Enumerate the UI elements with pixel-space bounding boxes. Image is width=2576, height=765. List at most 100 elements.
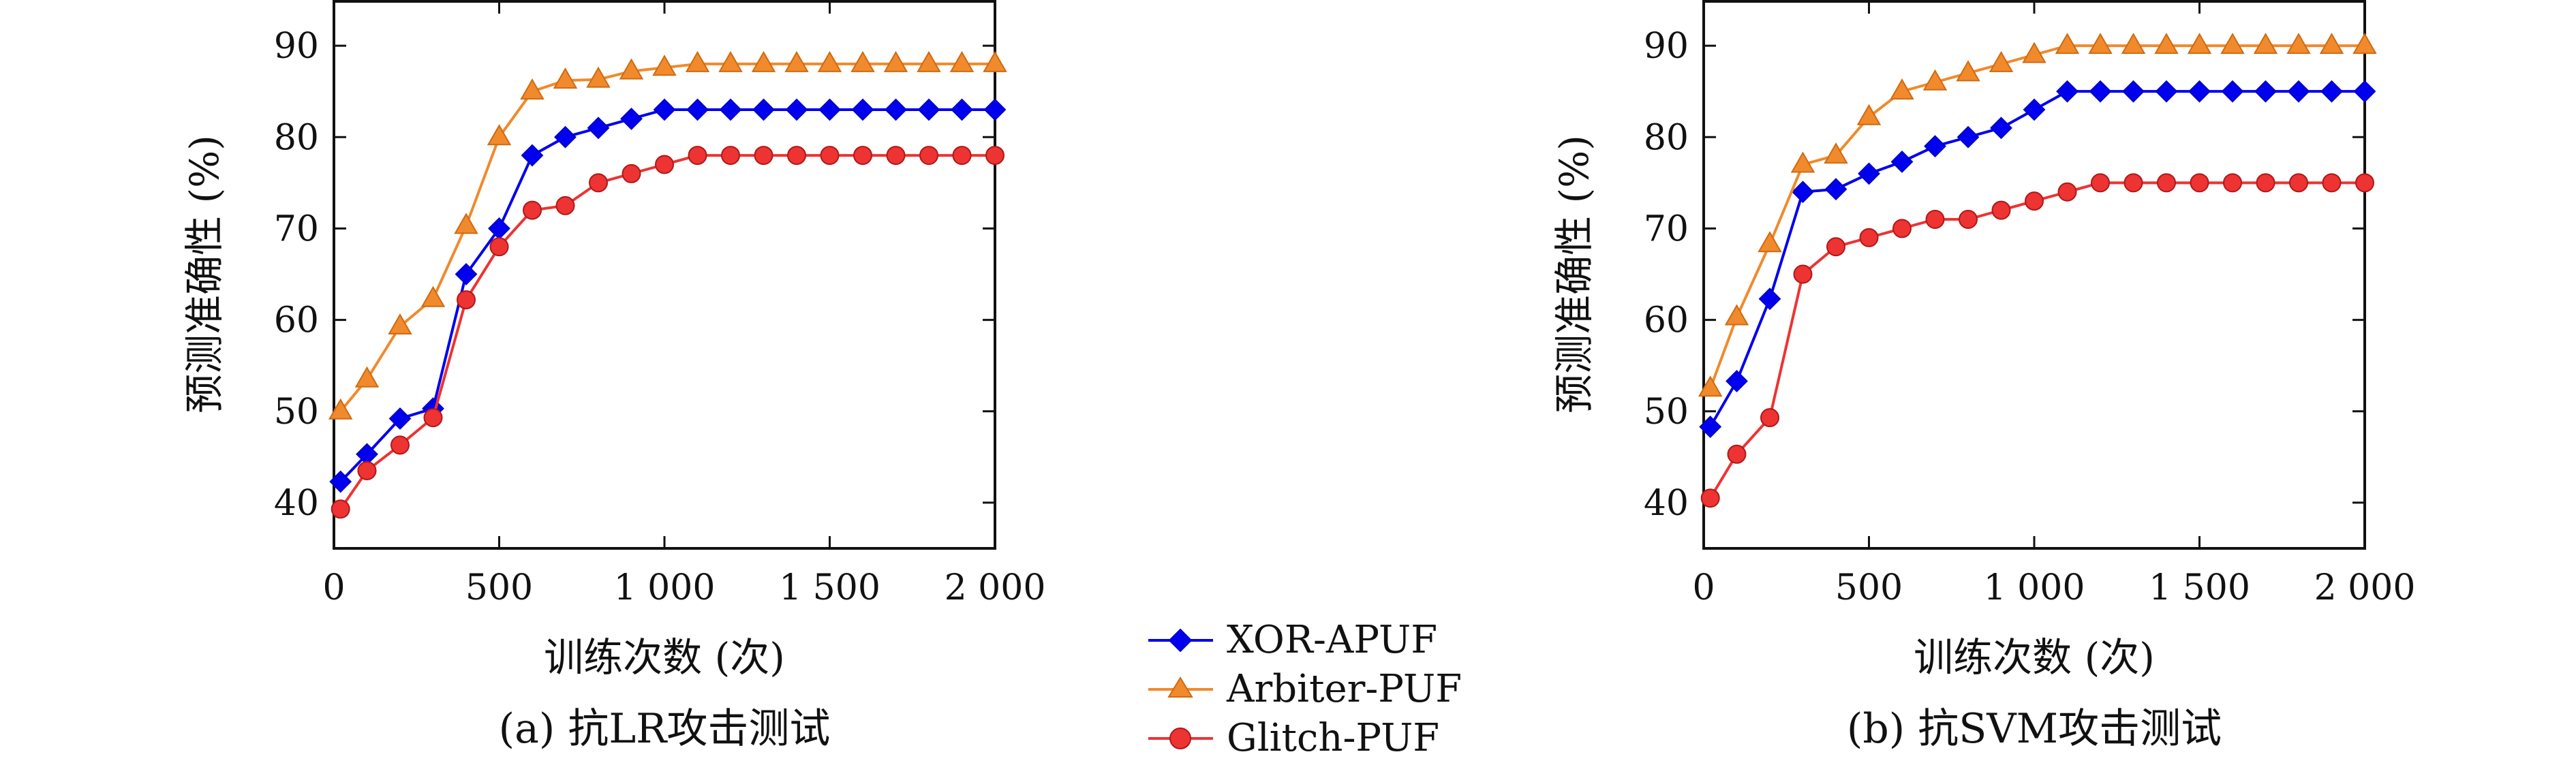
chart-svm-attack: 0 500 1 000 1 500 2 000 40 50 60 70 80 90 训练次数 (次) 预… [1551,0,2415,753]
data-point-glitch-puf [390,435,410,455]
data-point-glitch-puf [1859,228,1879,247]
data-point-glitch-puf [985,146,1005,166]
data-point-glitch-puf [886,146,906,166]
data-point-arbiter-puf [2187,33,2212,54]
data-point-arbiter-puf [1758,231,1782,253]
data-point-glitch-puf [2256,173,2275,193]
x-tick-label: 500 [465,567,533,608]
data-point-xor-apuf [1792,181,1814,204]
data-point-xor-apuf [2254,80,2277,103]
data-point-arbiter-puf [817,50,842,72]
data-point-arbiter-puf [2286,33,2311,54]
data-point-arbiter-puf [1724,304,1749,326]
data-point-arbiter-puf [2121,33,2146,54]
data-point-arbiter-puf [917,50,941,72]
data-point-xor-apuf [1758,287,1781,311]
data-point-xor-apuf [719,98,742,121]
y-tick-label: 90 [274,26,319,67]
data-point-arbiter-puf [685,50,710,72]
series-xor-apuf [329,98,1007,493]
data-point-xor-apuf [620,108,643,130]
series-line-xor-apuf [1708,90,2365,428]
data-point-arbiter-puf [2220,33,2245,54]
data-point-xor-apuf [2287,80,2310,103]
data-point-xor-apuf [653,98,676,121]
data-point-xor-apuf [885,98,907,121]
y-tick-label: 80 [1644,117,1689,158]
data-point-glitch-puf [1760,408,1779,428]
data-point-xor-apuf [2221,80,2244,103]
data-point-arbiter-puf [751,50,776,72]
data-point-arbiter-puf [1922,69,1948,91]
data-point-xor-apuf [388,407,412,430]
data-point-arbiter-puf [784,50,809,72]
series-line-glitch-puf [339,154,995,510]
legend-marker-glitch-puf [1169,728,1191,749]
data-point-xor-apuf [2320,80,2343,103]
data-point-arbiter-puf [454,213,478,234]
data-point-arbiter-puf [1956,60,1980,82]
data-point-xor-apuf [917,98,940,121]
data-point-glitch-puf [457,290,476,310]
data-point-arbiter-puf [949,50,975,72]
y-tick-label: 90 [1644,26,1689,67]
data-point-glitch-puf [2123,173,2143,193]
y-tick-label: 40 [274,483,319,524]
legend-marker-xor-apuf [1168,628,1193,653]
x-tick-label: 2 000 [945,567,1046,608]
data-point-glitch-puf [555,196,575,215]
data-point-arbiter-puf [328,398,353,420]
data-point-glitch-puf [357,460,377,480]
x-tick-label: 500 [1835,567,1903,608]
data-point-glitch-puf [2190,173,2209,193]
y-axis-label: 预测准确性 (%) [181,135,228,413]
data-point-glitch-puf [820,146,840,166]
data-point-arbiter-puf [487,124,512,146]
data-point-arbiter-puf [718,50,743,72]
y-tick-label: 60 [1644,300,1689,341]
data-point-arbiter-puf [2088,33,2113,54]
data-point-arbiter-puf [586,66,611,88]
data-point-glitch-puf [589,173,608,193]
data-point-arbiter-puf [883,50,908,72]
x-axis-label: 训练次数 (次) [1914,634,2155,681]
x-tick-label: 0 [322,567,345,608]
data-point-arbiter-puf [2253,33,2278,54]
data-point-xor-apuf [329,470,352,493]
data-point-glitch-puf [331,499,350,519]
data-point-xor-apuf [752,98,775,121]
y-tick-label: 50 [274,392,319,433]
data-point-xor-apuf [686,98,709,121]
series-glitch-puf [331,146,1005,519]
x-tick-label: 1 500 [2149,567,2250,608]
chart-lr-attack: 0 500 1 000 1 500 2 000 40 50 60 70 80 90 训练次数 (次) 预… [181,0,1046,753]
data-point-glitch-puf [1925,210,1945,229]
plot-frame [333,0,996,550]
data-point-xor-apuf [1726,370,1748,392]
data-point-xor-apuf [587,116,610,140]
data-point-glitch-puf [1727,444,1747,464]
x-tick-label: 1 000 [1984,567,2085,608]
data-point-arbiter-puf [420,285,446,307]
data-point-xor-apuf [1858,162,1880,185]
data-point-xor-apuf [1699,416,1722,438]
series-line-glitch-puf [1708,181,2365,499]
data-point-glitch-puf [787,146,806,166]
y-tick-label: 40 [1644,483,1689,524]
data-point-glitch-puf [2091,173,2110,193]
data-point-arbiter-puf [1790,151,1815,173]
x-axis-label: 训练次数 (次) [544,634,785,681]
legend-label-glitch-puf: Glitch-PUF [1227,716,1439,760]
x-tick-label: 0 [1692,567,1715,608]
data-point-glitch-puf [1826,237,1845,257]
data-point-arbiter-puf [1856,104,1882,125]
data-point-glitch-puf [754,146,773,166]
data-point-glitch-puf [2223,173,2242,193]
data-point-glitch-puf [423,408,443,428]
data-point-xor-apuf [2089,80,2112,103]
data-point-glitch-puf [489,237,509,257]
data-point-glitch-puf [2355,173,2374,193]
legend-label-arbiter-puf: Arbiter-PUF [1226,667,1462,711]
data-point-glitch-puf [688,146,707,166]
data-point-xor-apuf [1890,151,1914,173]
